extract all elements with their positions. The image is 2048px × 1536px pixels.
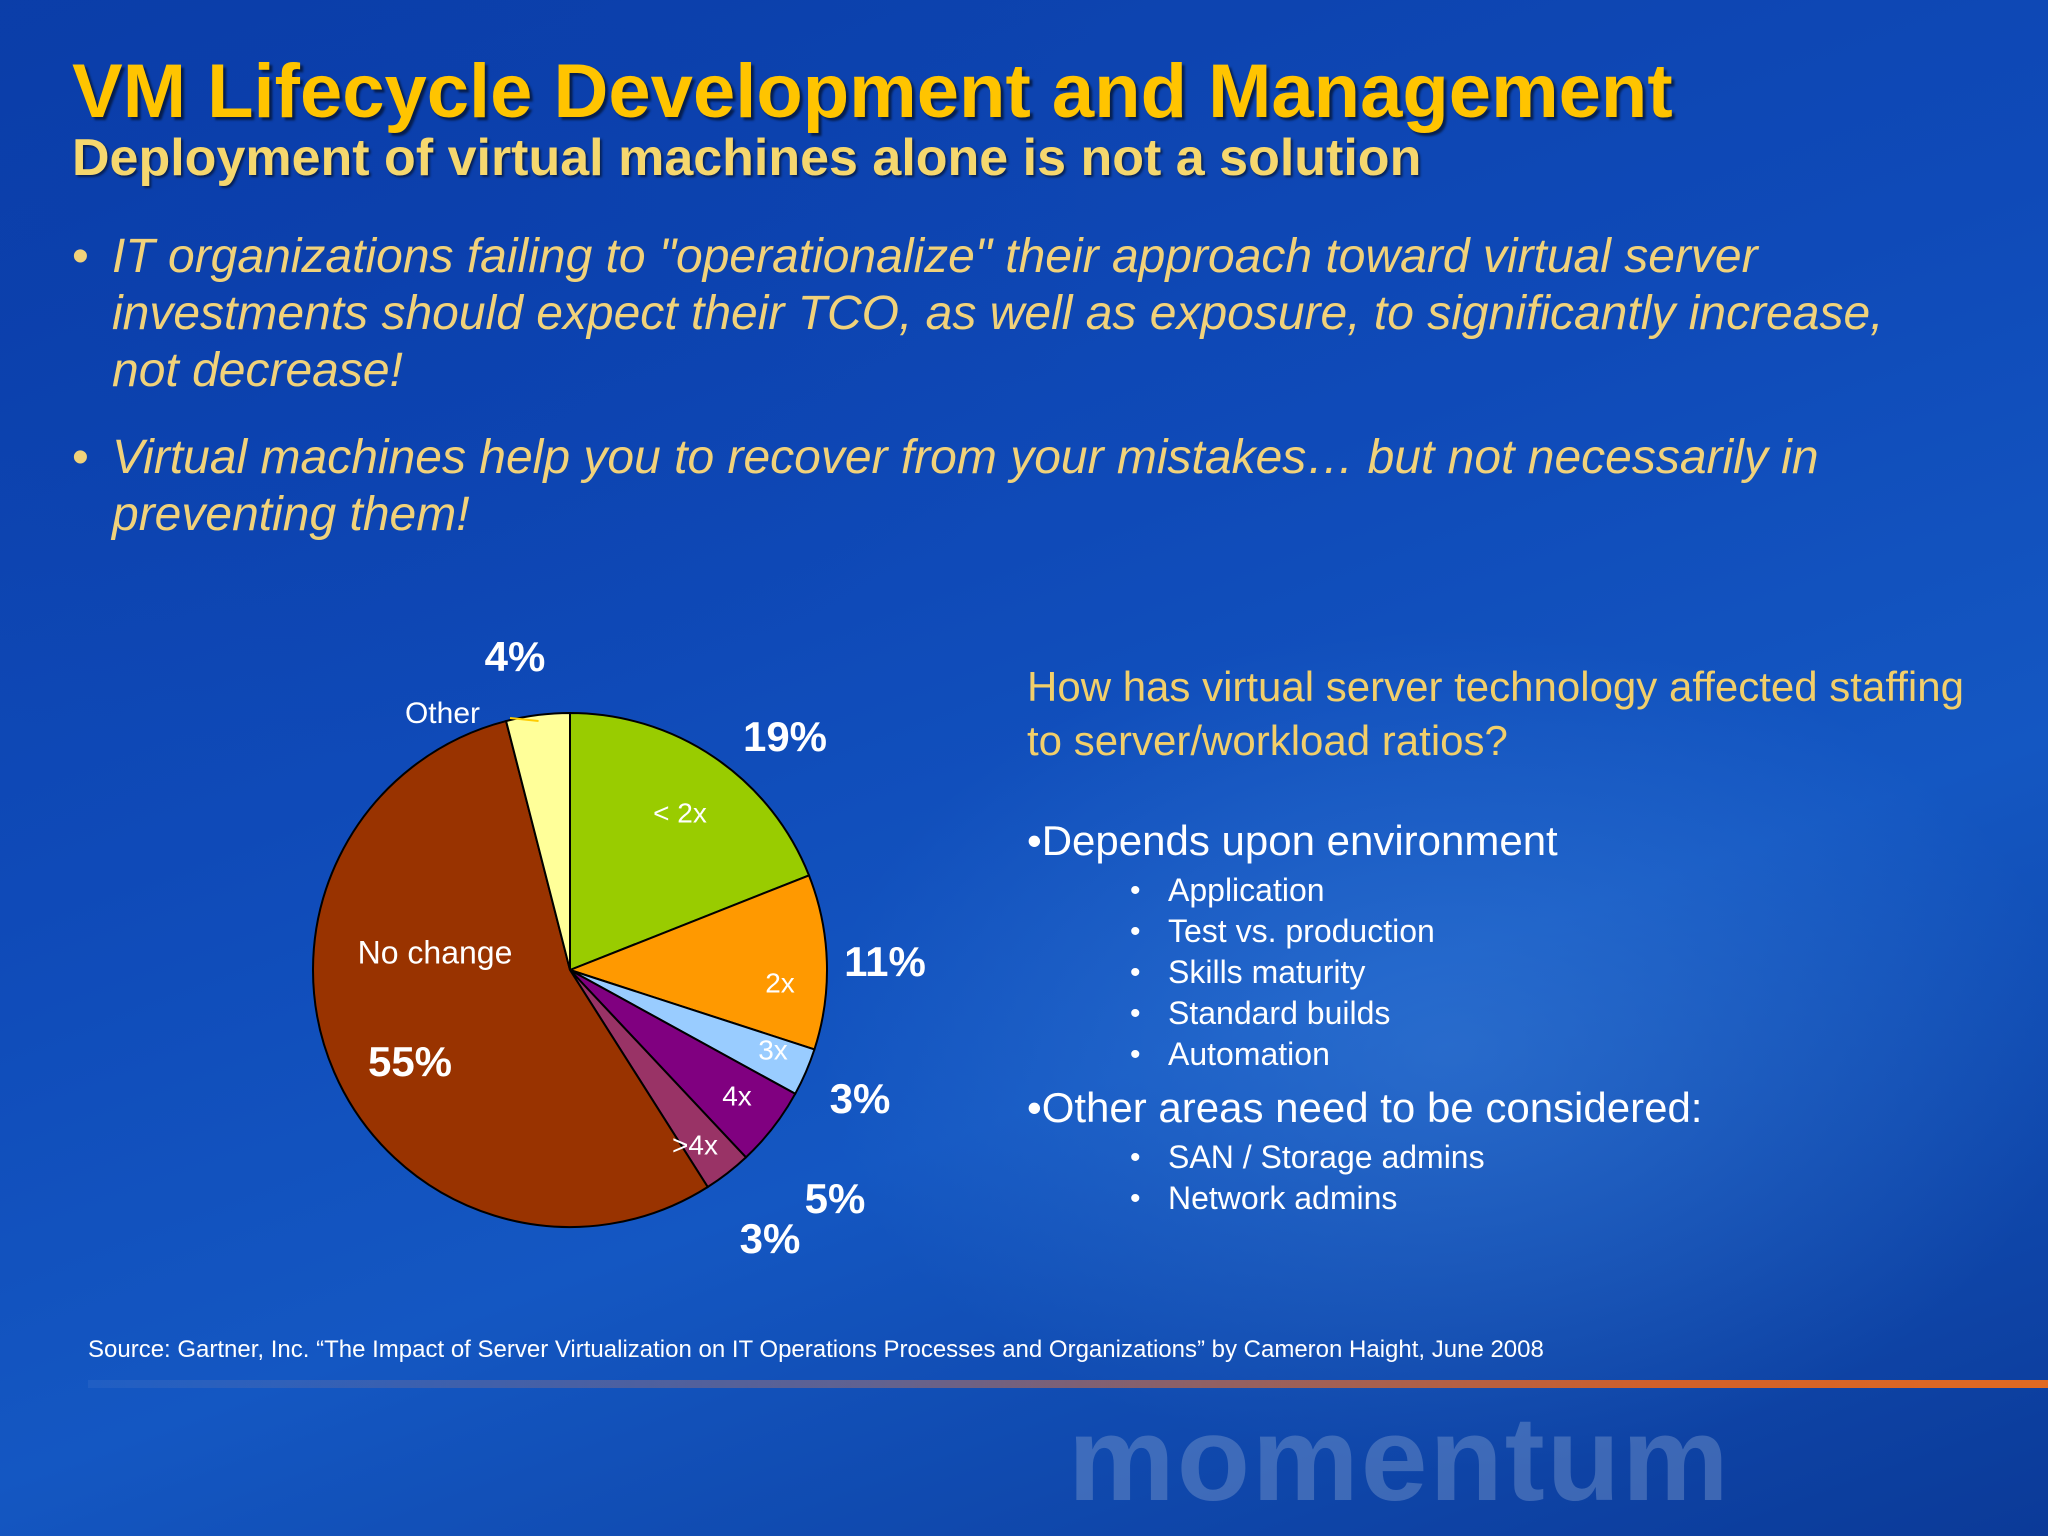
list-item-text: SAN / Storage admins xyxy=(1168,1139,1485,1175)
bullet-text: IT organizations failing to "operational… xyxy=(112,230,1884,397)
point-other-areas: •Other areas need to be considered: xyxy=(1027,1084,1703,1131)
footer-divider xyxy=(88,1380,2048,1388)
slice-percent-label: 55% xyxy=(368,1038,452,1085)
slice-label: 4x xyxy=(722,1080,752,1111)
slice-label: No change xyxy=(358,934,513,970)
slide-subtitle: Deployment of virtual machines alone is … xyxy=(72,129,1422,187)
list-item-text: Test vs. production xyxy=(1168,913,1435,949)
slice-percent-label: 5% xyxy=(805,1175,866,1222)
sub-bullet-glyph: • xyxy=(1130,915,1141,948)
slice-percent-label: 11% xyxy=(844,938,926,985)
bullet-list: • IT organizations failing to "operation… xyxy=(72,228,1932,573)
slice-percent-label: 3% xyxy=(830,1075,891,1122)
list-item: • Skills maturity xyxy=(1130,952,1987,993)
source-citation: Source: Gartner, Inc. “The Impact of Ser… xyxy=(88,1336,1544,1363)
staffing-panel: How has virtual server technology affect… xyxy=(1027,660,1987,1227)
depends-list: • Application • Test vs. production • Skill… xyxy=(1027,870,1987,1075)
bullet-glyph: • xyxy=(72,431,89,484)
sub-bullet-glyph: • xyxy=(1130,874,1141,907)
pie-slice xyxy=(567,874,828,1051)
list-item-text: Standard builds xyxy=(1168,995,1391,1031)
leader-line xyxy=(509,717,539,722)
slide-title: VM Lifecycle Development and Management xyxy=(72,49,1673,134)
sub-bullet-glyph: • xyxy=(1130,956,1141,989)
pie-slice xyxy=(312,719,710,1228)
bullet-text: Virtual machines help you to recover fro… xyxy=(112,431,1819,541)
list-item: • Test vs. production xyxy=(1130,911,1987,952)
slice-label: 2x xyxy=(765,967,795,998)
sub-bullet-glyph: • xyxy=(1130,997,1141,1030)
slice-label: >4x xyxy=(672,1129,718,1160)
slice-label: 3x xyxy=(758,1034,788,1065)
pie-chart: < 2x 19% 2x 11% 3x 3% 4x 5% >4x 3% No change 55% Oth… xyxy=(312,633,926,1262)
list-item-text: Automation xyxy=(1168,1036,1330,1072)
slice-percent-label: 3% xyxy=(740,1215,801,1262)
point-depends: •Depends upon environment xyxy=(1027,817,1558,864)
pie-slice xyxy=(504,711,571,971)
other-areas-list: • SAN / Storage admins • Network admins xyxy=(1027,1137,1987,1219)
slice-label: < 2x xyxy=(653,797,707,828)
list-item: • Network admins xyxy=(1130,1178,1987,1219)
watermark-logo: momentum xyxy=(1068,1392,1731,1526)
list-item: • SAN / Storage admins xyxy=(1130,1137,1987,1178)
sub-bullet-glyph: • xyxy=(1130,1182,1141,1215)
slice-percent-label: 4% xyxy=(485,633,546,680)
slice-label: Other xyxy=(405,697,480,730)
bullet-glyph: • xyxy=(72,230,89,283)
sub-bullet-glyph: • xyxy=(1130,1038,1141,1071)
slice-percent-label: 19% xyxy=(743,713,827,760)
sub-bullet-glyph: • xyxy=(1130,1141,1141,1174)
panel-question: How has virtual server technology affect… xyxy=(1027,663,1964,764)
list-item: • Standard builds xyxy=(1130,993,1987,1034)
list-item-text: Application xyxy=(1168,872,1325,908)
list-item: • Application xyxy=(1130,870,1987,911)
bullet-item: • IT organizations failing to "operation… xyxy=(72,228,1932,399)
list-item-text: Skills maturity xyxy=(1168,954,1366,990)
list-item: • Automation xyxy=(1130,1034,1987,1075)
pie-slice xyxy=(569,711,811,972)
list-item-text: Network admins xyxy=(1168,1180,1398,1216)
bullet-item: • Virtual machines help you to recover f… xyxy=(72,429,1932,543)
